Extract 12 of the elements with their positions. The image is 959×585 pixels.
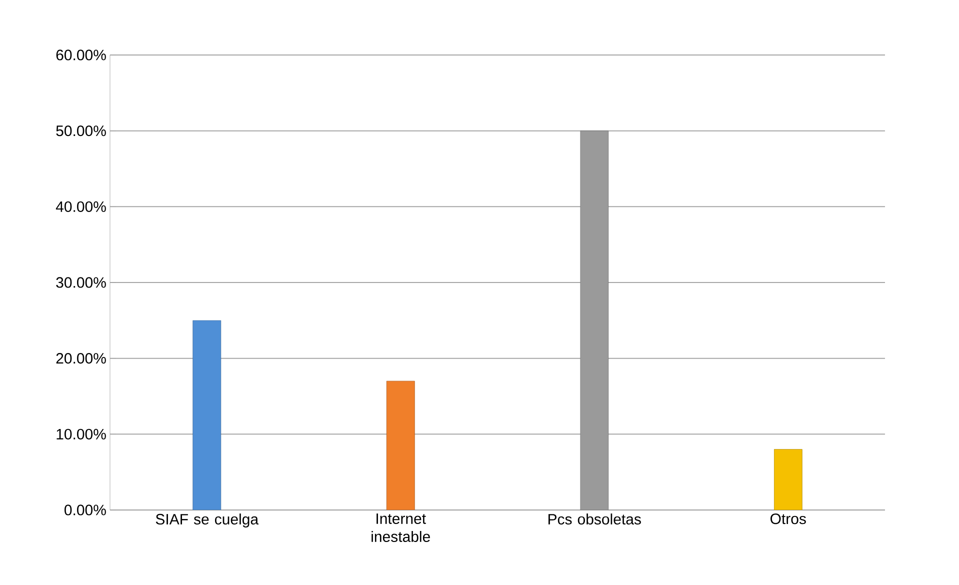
x-tick-label: Internet inestable xyxy=(372,514,430,542)
y-tick-label: 20.00% xyxy=(56,353,106,364)
bar xyxy=(774,449,802,510)
x-tick-label: SIAF se cuelga xyxy=(156,514,259,528)
y-tick-label: 60.00% xyxy=(56,50,106,60)
y-tick-label: 10.00% xyxy=(56,428,106,440)
y-tick-label: 50.00% xyxy=(56,126,106,136)
y-tick-label: 0.00% xyxy=(64,504,106,516)
x-tick-label: Pcs obsoletas xyxy=(548,514,641,525)
y-tick-label: 40.00% xyxy=(56,201,106,212)
x-tick-label: Otros xyxy=(770,514,806,524)
y-tick-label: 30.00% xyxy=(56,277,106,288)
